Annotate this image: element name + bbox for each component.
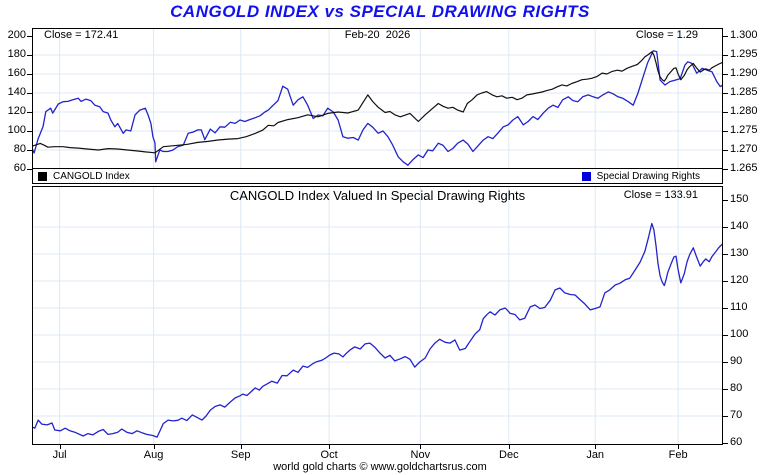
top-left-axis-tick: 200 (7, 29, 26, 41)
axis-tick-mark (723, 169, 728, 170)
axis-tick-mark (723, 93, 728, 94)
top-left-axis-tick: 80 (13, 143, 26, 155)
axis-tick-mark (27, 150, 32, 151)
top-right-axis-tick: 1.270 (730, 143, 758, 155)
top-close-right-label: Close = 1.29 (635, 29, 698, 41)
axis-tick-mark (723, 389, 728, 390)
top-right-axis-tick: 1.295 (730, 48, 758, 60)
axis-tick-mark (27, 55, 32, 56)
top-date-label: Feb-20 2026 (344, 29, 411, 41)
axis-tick-mark (723, 281, 728, 282)
axis-tick-mark (723, 335, 728, 336)
top-left-axis-tick: 100 (7, 124, 26, 136)
bottom-right-axis-tick: 130 (730, 247, 749, 259)
axis-tick-mark (595, 445, 597, 449)
bottom-right-axis-tick: 80 (730, 382, 743, 394)
top-right-axis-tick: 1.285 (730, 86, 758, 98)
axis-tick-mark (508, 445, 510, 449)
axis-tick-mark (27, 74, 32, 75)
bottom-right-axis-tick: 110 (730, 301, 748, 313)
axis-tick-mark (723, 362, 728, 363)
axis-tick-mark (723, 112, 728, 113)
x-axis-month-tick: Jul (52, 449, 67, 461)
x-axis-month-tick: Sep (230, 449, 251, 461)
series-cangold-in-sdr (32, 222, 723, 438)
x-axis-month-tick: Nov (410, 449, 431, 461)
axis-tick-mark (723, 308, 728, 309)
bottom-right-axis-tick: 90 (730, 355, 743, 367)
top-right-axis-tick: 1.300 (730, 29, 758, 41)
axis-tick-mark (27, 36, 32, 37)
top-right-axis-tick: 1.265 (730, 162, 758, 174)
axis-tick-mark (723, 36, 728, 37)
top-left-axis-tick: 180 (7, 48, 26, 60)
top-right-axis-tick: 1.280 (730, 105, 758, 117)
top-panel-plot (32, 28, 723, 184)
bottom-panel-title: CANGOLD Index Valued In Special Drawing … (229, 188, 526, 203)
series-cangold-index (32, 51, 723, 154)
bottom-right-axis-tick: 100 (730, 328, 749, 340)
legend-cangold: CANGOLD Index (38, 171, 130, 182)
axis-tick-mark (59, 445, 61, 449)
axis-tick-mark (27, 93, 32, 94)
bottom-close-label: Close = 133.91 (623, 189, 698, 201)
legend-cangold-label: CANGOLD Index (53, 170, 130, 182)
axis-tick-mark (329, 445, 331, 449)
top-left-axis-tick: 60 (13, 162, 26, 174)
top-right-axis-tick: 1.275 (730, 124, 758, 136)
x-axis-month-tick: Dec (499, 449, 519, 461)
axis-tick-mark (723, 443, 728, 444)
bottom-right-axis-tick: 70 (730, 409, 743, 421)
top-right-axis-tick: 1.290 (730, 67, 758, 79)
footer-credit: world gold charts © www.goldchartsrus.co… (273, 461, 487, 473)
x-axis-month-tick: Oct (320, 449, 338, 461)
x-axis-month-tick: Aug (143, 449, 164, 461)
top-left-axis-tick: 140 (7, 86, 26, 98)
axis-tick-mark (723, 254, 728, 255)
bottom-right-axis-tick: 120 (730, 274, 749, 286)
axis-tick-mark (240, 445, 242, 449)
axis-tick-mark (723, 416, 728, 417)
axis-tick-mark (723, 200, 728, 201)
x-axis-month-tick: Feb (668, 449, 688, 461)
axis-tick-mark (678, 445, 680, 449)
axis-tick-mark (723, 150, 728, 151)
axis-tick-mark (420, 445, 422, 449)
sdr-legend-square-icon (581, 171, 591, 181)
bottom-panel-plot (32, 186, 723, 445)
bottom-right-axis-tick: 150 (730, 193, 749, 205)
axis-tick-mark (27, 169, 32, 170)
axis-tick-mark (723, 74, 728, 75)
chart-title: CANGOLD INDEX vs SPECIAL DRAWING RIGHTS (170, 2, 590, 21)
axis-tick-mark (723, 131, 728, 132)
top-left-axis-tick: 160 (7, 67, 26, 79)
legend-sdr: Special Drawing Rights (581, 170, 700, 182)
bottom-right-axis-tick: 140 (730, 220, 749, 232)
axis-tick-mark (723, 227, 728, 228)
axis-tick-mark (27, 112, 32, 113)
top-left-axis-tick: 120 (7, 105, 26, 117)
top-close-left-label: Close = 172.41 (44, 29, 119, 41)
cangold-legend-square-icon (38, 171, 47, 181)
axis-tick-mark (153, 445, 155, 449)
x-axis-month-tick: Jan (586, 449, 605, 461)
top-legend-strip: CANGOLD Index Special Drawing Rights (33, 168, 722, 183)
axis-tick-mark (723, 55, 728, 56)
bottom-right-axis-tick: 60 (730, 436, 743, 448)
series-sdr (32, 50, 723, 166)
axis-tick-mark (27, 131, 32, 132)
legend-sdr-label: Special Drawing Rights (596, 170, 700, 182)
